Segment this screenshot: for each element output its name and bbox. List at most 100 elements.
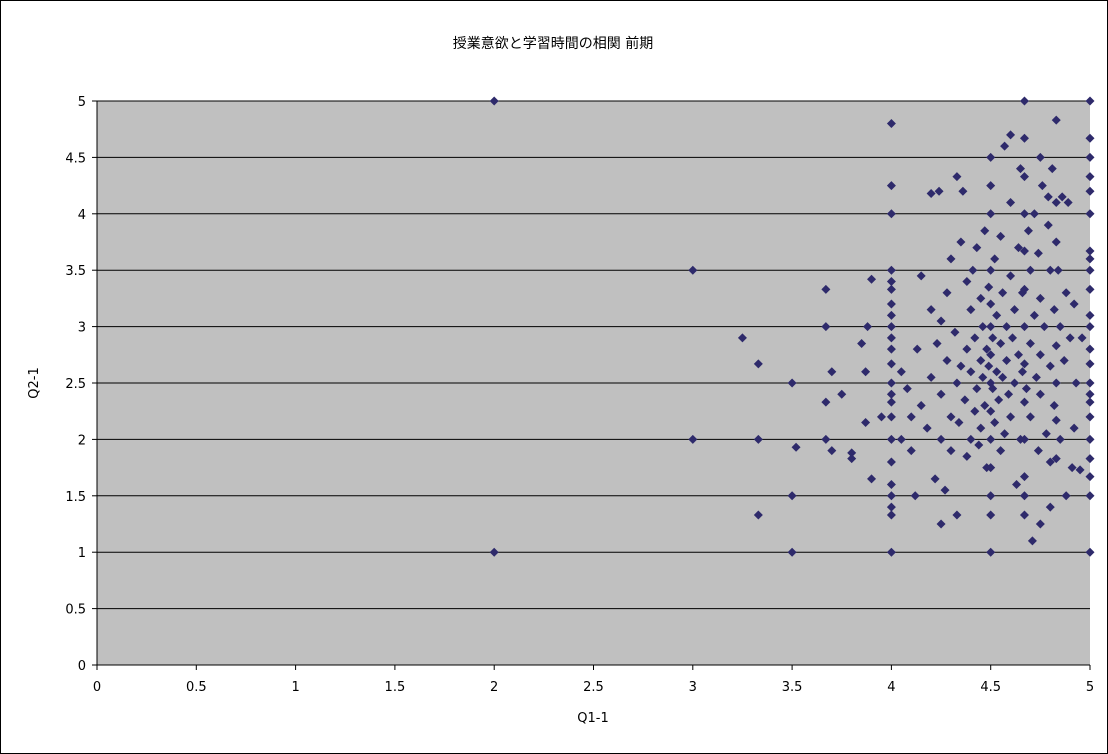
data-point	[910, 491, 920, 501]
data-point	[922, 423, 932, 433]
data-point	[876, 412, 886, 422]
data-point	[952, 172, 962, 182]
data-point	[886, 491, 896, 501]
x-tick-label: 3	[689, 680, 697, 695]
data-point	[940, 485, 950, 495]
x-tick-label: 0.5	[186, 680, 207, 695]
data-point	[489, 547, 499, 557]
data-point	[1085, 547, 1095, 557]
data-point	[1010, 305, 1020, 315]
data-point	[1085, 378, 1095, 388]
data-point	[1019, 284, 1029, 294]
x-tick-label: 3.5	[782, 680, 803, 695]
data-point	[906, 446, 916, 456]
data-point	[1041, 429, 1051, 439]
data-point	[1039, 322, 1049, 332]
data-point	[992, 367, 1002, 377]
data-point	[946, 254, 956, 264]
data-point	[1085, 359, 1095, 369]
data-point	[970, 406, 980, 416]
data-point	[1051, 237, 1061, 247]
data-point	[1051, 341, 1061, 351]
data-point	[821, 284, 831, 294]
data-point	[976, 423, 986, 433]
data-point	[886, 181, 896, 191]
data-point	[1002, 355, 1012, 365]
data-point	[1071, 378, 1081, 388]
data-point	[886, 276, 896, 286]
data-point	[1035, 350, 1045, 360]
data-point	[886, 397, 896, 407]
data-point	[992, 310, 1002, 320]
data-point	[936, 389, 946, 399]
data-point	[1014, 243, 1024, 253]
data-point	[1006, 130, 1016, 140]
data-point	[936, 316, 946, 326]
data-point	[489, 96, 499, 106]
data-point	[986, 299, 996, 309]
data-point	[1085, 454, 1095, 464]
data-point	[827, 446, 837, 456]
data-point	[821, 322, 831, 332]
data-point	[1035, 389, 1045, 399]
data-point	[986, 265, 996, 275]
data-point	[1051, 415, 1061, 425]
data-point	[837, 389, 847, 399]
data-point	[916, 271, 926, 281]
data-point	[737, 333, 747, 343]
data-point	[1019, 434, 1029, 444]
data-point	[1085, 310, 1095, 320]
y-tick-label: 4	[78, 208, 86, 223]
x-tick-labels: 0 0.5 1 1.5 2 2.5 3 3.5 4 4.5 5	[93, 680, 1094, 695]
x-tick-label: 2.5	[583, 680, 604, 695]
data-point	[1085, 96, 1095, 106]
data-point	[1019, 491, 1029, 501]
data-point	[982, 344, 992, 354]
data-point	[1085, 172, 1095, 182]
data-point	[1035, 152, 1045, 162]
data-point	[956, 361, 966, 371]
data-point	[688, 434, 698, 444]
data-point	[986, 209, 996, 219]
data-point	[886, 284, 896, 294]
data-point	[867, 274, 877, 284]
data-point	[1025, 339, 1035, 349]
data-point	[932, 339, 942, 349]
data-point	[867, 474, 877, 484]
data-point	[986, 547, 996, 557]
data-point	[990, 417, 1000, 427]
data-point	[1085, 254, 1095, 264]
data-point	[1061, 491, 1071, 501]
data-point	[886, 480, 896, 490]
data-point	[1035, 519, 1045, 529]
data-point	[1085, 322, 1095, 332]
data-point	[942, 355, 952, 365]
data-point	[988, 333, 998, 343]
data-point	[966, 434, 976, 444]
data-point	[886, 344, 896, 354]
data-point	[998, 288, 1008, 298]
data-point	[930, 474, 940, 484]
data-point	[1019, 322, 1029, 332]
data-point	[1019, 172, 1029, 182]
data-point	[1049, 305, 1059, 315]
data-point	[1019, 359, 1029, 369]
data-point	[1008, 333, 1018, 343]
data-point	[980, 401, 990, 411]
data-point	[1085, 209, 1095, 219]
data-point	[1059, 355, 1069, 365]
data-point	[1085, 491, 1095, 501]
data-point	[1061, 288, 1071, 298]
data-point	[1085, 434, 1095, 444]
data-point	[1033, 446, 1043, 456]
data-point	[926, 188, 936, 198]
chart-title: 授業意欲と学習時間の相関 前期	[453, 35, 653, 52]
data-point	[857, 339, 867, 349]
data-point	[1006, 412, 1016, 422]
data-point	[821, 397, 831, 407]
data-point	[1051, 198, 1061, 208]
data-point	[1069, 423, 1079, 433]
data-point	[1085, 133, 1095, 143]
data-point	[1010, 378, 1020, 388]
